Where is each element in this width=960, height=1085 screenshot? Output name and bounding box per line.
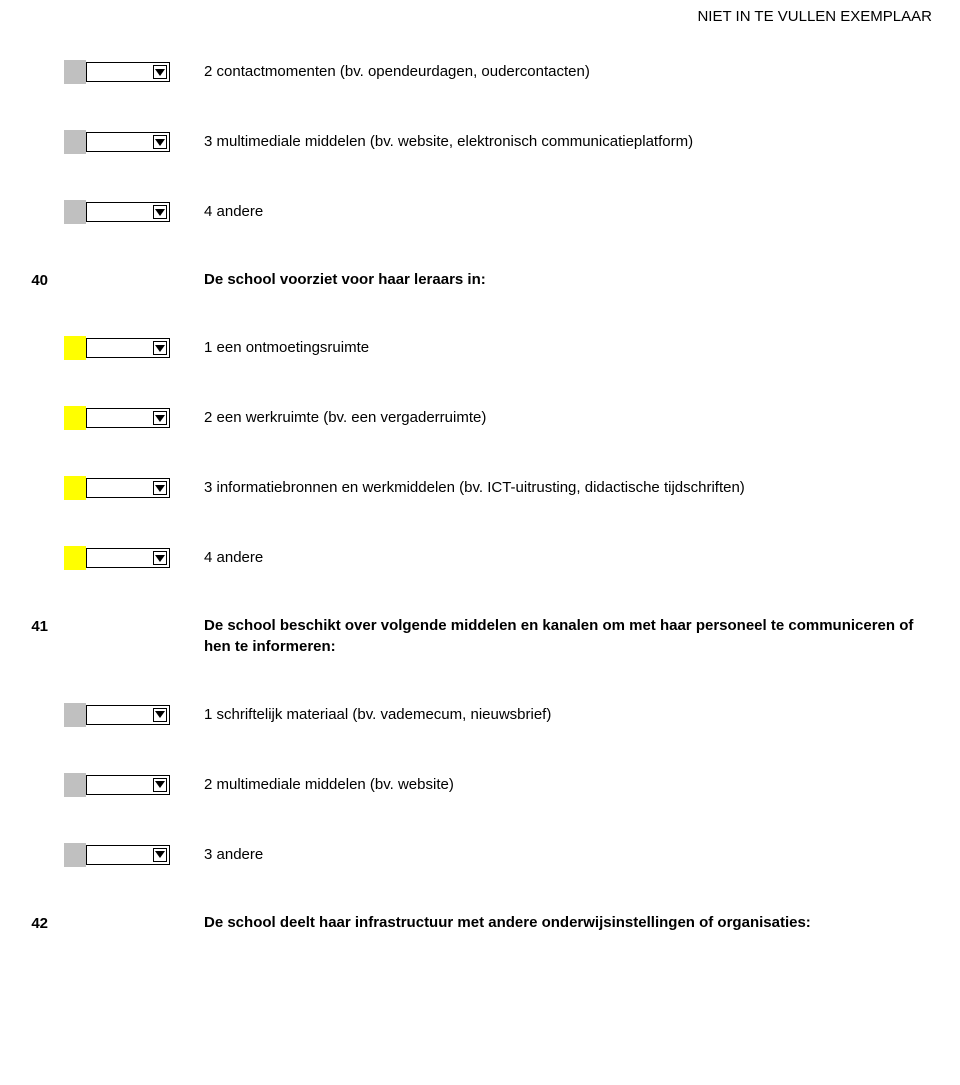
color-marker xyxy=(64,60,86,84)
option-row: 2 contactmomenten (bv. opendeurdagen, ou… xyxy=(0,60,960,84)
triangle-down-icon xyxy=(155,485,165,492)
question-number xyxy=(0,476,64,478)
option-label: 4 andere xyxy=(204,546,960,568)
header-note: NIET IN TE VULLEN EXEMPLAAR xyxy=(697,8,932,25)
chevron-down-icon[interactable] xyxy=(153,341,167,355)
triangle-down-icon xyxy=(155,555,165,562)
triangle-down-icon xyxy=(155,209,165,216)
color-marker xyxy=(64,843,86,867)
option-row: 2 multimediale middelen (bv. website) xyxy=(0,773,960,797)
dropdown-select[interactable] xyxy=(86,478,170,498)
chevron-down-icon[interactable] xyxy=(153,411,167,425)
question-number xyxy=(0,406,64,408)
content: 2 contactmomenten (bv. opendeurdagen, ou… xyxy=(0,0,960,933)
option-label: 4 andere xyxy=(204,200,960,222)
option-label: 3 informatiebronnen en werkmiddelen (bv.… xyxy=(204,476,960,498)
dropdown-column xyxy=(64,130,204,154)
question-text: De school voorziet voor haar leraars in: xyxy=(204,270,960,290)
dropdown-select[interactable] xyxy=(86,845,170,865)
color-marker xyxy=(64,336,86,360)
option-row: 1 schriftelijk materiaal (bv. vademecum,… xyxy=(0,703,960,727)
triangle-down-icon xyxy=(155,415,165,422)
option-row: 2 een werkruimte (bv. een vergaderruimte… xyxy=(0,406,960,430)
question-number xyxy=(0,336,64,338)
chevron-down-icon[interactable] xyxy=(153,135,167,149)
dropdown-column xyxy=(64,60,204,84)
dropdown-select[interactable] xyxy=(86,202,170,222)
question-row: 42 De school deelt haar infrastructuur me… xyxy=(0,913,960,933)
dropdown-column xyxy=(64,406,204,430)
question-number: 42 xyxy=(0,913,64,932)
triangle-down-icon xyxy=(155,345,165,352)
dropdown-select[interactable] xyxy=(86,338,170,358)
color-marker xyxy=(64,476,86,500)
question-text: De school beschikt over volgende middele… xyxy=(204,616,960,657)
dropdown-select[interactable] xyxy=(86,62,170,82)
color-marker xyxy=(64,130,86,154)
color-marker xyxy=(64,546,86,570)
dropdown-column xyxy=(64,200,204,224)
dropdown-column xyxy=(64,476,204,500)
question-number xyxy=(0,546,64,548)
dropdown-column xyxy=(64,703,204,727)
dropdown-column xyxy=(64,843,204,867)
question-number: 40 xyxy=(0,270,64,289)
option-label: 2 een werkruimte (bv. een vergaderruimte… xyxy=(204,406,960,428)
dropdown-column xyxy=(64,773,204,797)
question-row: 40 De school voorziet voor haar leraars i… xyxy=(0,270,960,290)
question-number xyxy=(0,130,64,132)
chevron-down-icon[interactable] xyxy=(153,205,167,219)
question-number xyxy=(0,60,64,62)
triangle-down-icon xyxy=(155,781,165,788)
chevron-down-icon[interactable] xyxy=(153,551,167,565)
chevron-down-icon[interactable] xyxy=(153,778,167,792)
question-row: 41 De school beschikt over volgende midde… xyxy=(0,616,960,657)
triangle-down-icon xyxy=(155,851,165,858)
question-number: 41 xyxy=(0,616,64,635)
triangle-down-icon xyxy=(155,139,165,146)
dropdown-column xyxy=(64,546,204,570)
option-row: 1 een ontmoetingsruimte xyxy=(0,336,960,360)
option-label: 3 andere xyxy=(204,843,960,865)
chevron-down-icon[interactable] xyxy=(153,848,167,862)
color-marker xyxy=(64,773,86,797)
dropdown-select[interactable] xyxy=(86,408,170,428)
dropdown-select[interactable] xyxy=(86,705,170,725)
option-row: 3 informatiebronnen en werkmiddelen (bv.… xyxy=(0,476,960,500)
option-label: 3 multimediale middelen (bv. website, el… xyxy=(204,130,960,152)
dropdown-select[interactable] xyxy=(86,775,170,795)
triangle-down-icon xyxy=(155,711,165,718)
dropdown-column xyxy=(64,336,204,360)
option-label: 2 contactmomenten (bv. opendeurdagen, ou… xyxy=(204,60,960,82)
color-marker xyxy=(64,703,86,727)
option-label: 1 een ontmoetingsruimte xyxy=(204,336,960,358)
question-number xyxy=(0,200,64,202)
dropdown-select[interactable] xyxy=(86,132,170,152)
question-number xyxy=(0,703,64,705)
page: NIET IN TE VULLEN EXEMPLAAR 2 contactmom… xyxy=(0,0,960,1085)
question-text: De school deelt haar infrastructuur met … xyxy=(204,913,960,933)
option-row: 3 andere xyxy=(0,843,960,867)
question-number xyxy=(0,773,64,775)
color-marker xyxy=(64,200,86,224)
option-label: 1 schriftelijk materiaal (bv. vademecum,… xyxy=(204,703,960,725)
option-label: 2 multimediale middelen (bv. website) xyxy=(204,773,960,795)
option-row: 3 multimediale middelen (bv. website, el… xyxy=(0,130,960,154)
chevron-down-icon[interactable] xyxy=(153,65,167,79)
option-row: 4 andere xyxy=(0,200,960,224)
option-row: 4 andere xyxy=(0,546,960,570)
question-number xyxy=(0,843,64,845)
color-marker xyxy=(64,406,86,430)
triangle-down-icon xyxy=(155,69,165,76)
chevron-down-icon[interactable] xyxy=(153,708,167,722)
dropdown-select[interactable] xyxy=(86,548,170,568)
chevron-down-icon[interactable] xyxy=(153,481,167,495)
